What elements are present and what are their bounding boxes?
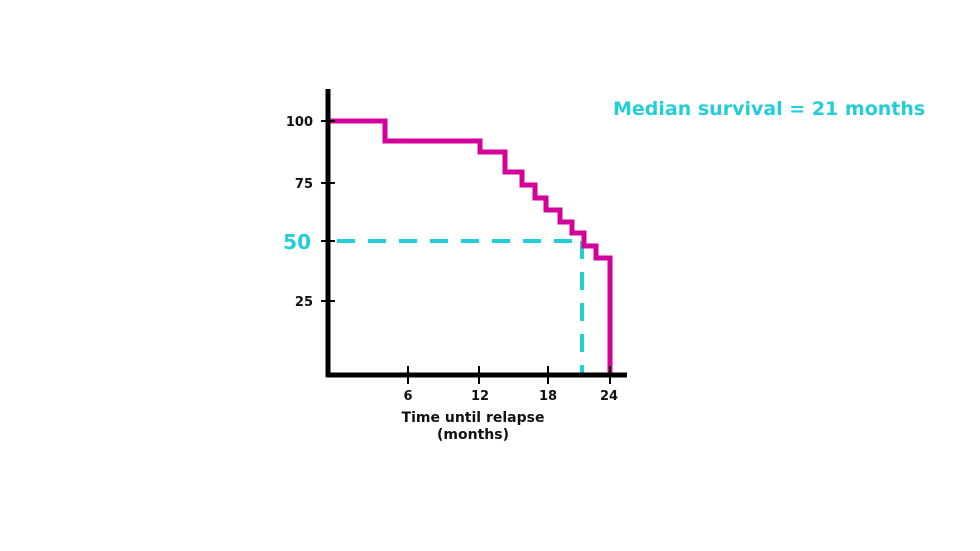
- median-survival-annotation: Median survival = 21 months: [613, 98, 925, 120]
- y-tick-label-25: 25: [295, 295, 313, 310]
- y-tick-label-50-median: 50: [283, 230, 311, 254]
- y-tick-label-100: 100: [286, 115, 313, 130]
- y-tick-label-75: 75: [295, 177, 313, 192]
- x-tick-label-12: 12: [471, 389, 489, 404]
- x-ticks: [407, 366, 611, 384]
- median-guides: [337, 239, 584, 375]
- x-axis-title-line2: (months): [437, 427, 509, 443]
- survival-curve: [329, 118, 613, 375]
- x-tick-label-18: 18: [539, 389, 557, 404]
- axes: [325, 89, 627, 378]
- x-tick-label-24: 24: [600, 389, 618, 404]
- x-tick-label-6: 6: [403, 389, 412, 404]
- x-axis-title-line1: Time until relapse: [402, 410, 545, 426]
- y-ticks: [321, 120, 335, 302]
